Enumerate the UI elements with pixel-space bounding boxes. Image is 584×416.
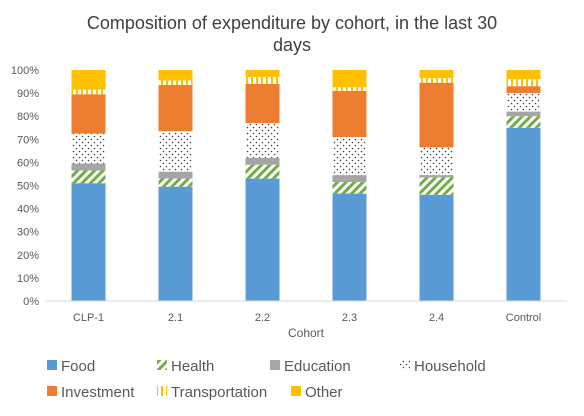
legend-label-other: Other xyxy=(305,384,343,401)
bar-food-clp-1 xyxy=(71,183,106,301)
legend-swatch-transportation xyxy=(157,386,167,396)
bar-stack-2-2 xyxy=(245,70,280,301)
bar-other-2-4 xyxy=(419,70,454,79)
x-axis-title: Cohort xyxy=(288,326,325,340)
bar-household-2-4 xyxy=(419,147,454,176)
y-tick-label: 50% xyxy=(17,181,39,193)
x-tick-label-clp-1: CLP-1 xyxy=(73,312,104,324)
y-tick-label: 100% xyxy=(11,65,39,77)
legend-label-health: Health xyxy=(171,358,214,375)
bar-investment-2-2 xyxy=(245,83,280,124)
bar-health-2-2 xyxy=(245,164,280,179)
bar-health-2-4 xyxy=(419,177,454,195)
x-tick-label-2-3: 2.3 xyxy=(342,312,357,324)
y-tick-label: 0% xyxy=(23,296,39,308)
legend-swatch-education xyxy=(270,360,280,370)
bar-investment-2-3 xyxy=(332,90,367,137)
bar-food-2-2 xyxy=(245,178,280,301)
bar-household-2-1 xyxy=(158,131,193,172)
bar-household-2-3 xyxy=(332,136,367,176)
x-tick-label-2-4: 2.4 xyxy=(429,312,444,324)
bar-other-2-1 xyxy=(158,70,193,81)
x-axis: CLP-1 2.1 2.2 2.3 2.4 Control xyxy=(73,312,541,324)
bar-transportation-2-2 xyxy=(245,76,280,84)
x-tick-label-2-1: 2.1 xyxy=(168,312,183,324)
bar-health-clp-1 xyxy=(71,170,106,184)
y-tick-label: 10% xyxy=(17,273,39,285)
bar-food-2-1 xyxy=(158,186,193,301)
y-tick-label: 90% xyxy=(17,88,39,100)
legend-label-food: Food xyxy=(61,358,95,375)
bar-household-clp-1 xyxy=(71,133,106,164)
legend-label-transportation: Transportation xyxy=(171,384,267,401)
y-tick-label: 70% xyxy=(17,134,39,146)
bar-health-2-3 xyxy=(332,182,367,194)
bar-investment-2-4 xyxy=(419,82,454,148)
bar-transportation-clp-1 xyxy=(71,89,106,95)
legend-label-education: Education xyxy=(284,358,351,375)
x-tick-label-2-2: 2.2 xyxy=(255,312,270,324)
bar-education-clp-1 xyxy=(71,163,106,171)
legend-swatch-food xyxy=(47,360,57,370)
y-tick-label: 20% xyxy=(17,250,39,262)
bar-education-control xyxy=(506,111,541,117)
bar-stack-2-4 xyxy=(419,70,454,301)
chart-title-line-1: Composition of expenditure by cohort, in… xyxy=(87,13,497,33)
bar-investment-control xyxy=(506,86,541,94)
bar-stack-2-3 xyxy=(332,70,367,301)
bar-other-2-2 xyxy=(245,70,280,77)
bar-education-2-3 xyxy=(332,175,367,183)
bar-stack-control xyxy=(506,70,541,301)
legend: Food Health Education Household Investment Tr… xyxy=(47,358,486,401)
legend-swatch-health xyxy=(157,360,167,370)
bar-education-2-1 xyxy=(158,171,193,179)
bar-household-2-2 xyxy=(245,123,280,158)
y-axis: 0% 10% 20% 30% 40% 50% 60% 70% 80% 90% 100% xyxy=(11,65,39,308)
legend-swatch-household xyxy=(400,360,410,370)
bar-transportation-2-4 xyxy=(419,78,454,83)
bars xyxy=(71,70,541,301)
legend-label-investment: Investment xyxy=(61,384,135,401)
bar-food-2-4 xyxy=(419,194,454,301)
bar-transportation-2-3 xyxy=(332,87,367,91)
x-tick-label-control: Control xyxy=(506,312,541,324)
chart-title-line-2: days xyxy=(273,35,311,55)
bar-health-2-1 xyxy=(158,178,193,187)
bar-food-control xyxy=(506,127,541,301)
bar-transportation-control xyxy=(506,79,541,87)
bar-household-control xyxy=(506,93,541,112)
y-tick-label: 30% xyxy=(17,227,39,239)
legend-label-household: Household xyxy=(414,358,486,375)
y-tick-label: 40% xyxy=(17,204,39,216)
bar-health-control xyxy=(506,116,541,128)
legend-swatch-investment xyxy=(47,386,57,396)
legend-swatch-other xyxy=(291,386,301,396)
bar-investment-2-1 xyxy=(158,85,193,132)
bar-education-2-4 xyxy=(419,175,454,178)
bar-transportation-2-1 xyxy=(158,80,193,86)
bar-other-2-3 xyxy=(332,70,367,88)
bar-food-2-3 xyxy=(332,193,367,301)
bar-other-control xyxy=(506,70,541,80)
bar-education-2-2 xyxy=(245,157,280,165)
y-tick-label: 80% xyxy=(17,111,39,123)
y-tick-label: 60% xyxy=(17,157,39,169)
bar-stack-2-1 xyxy=(158,70,193,301)
bar-stack-clp-1 xyxy=(71,70,106,301)
bar-other-clp-1 xyxy=(71,70,106,90)
bar-investment-clp-1 xyxy=(71,94,106,134)
